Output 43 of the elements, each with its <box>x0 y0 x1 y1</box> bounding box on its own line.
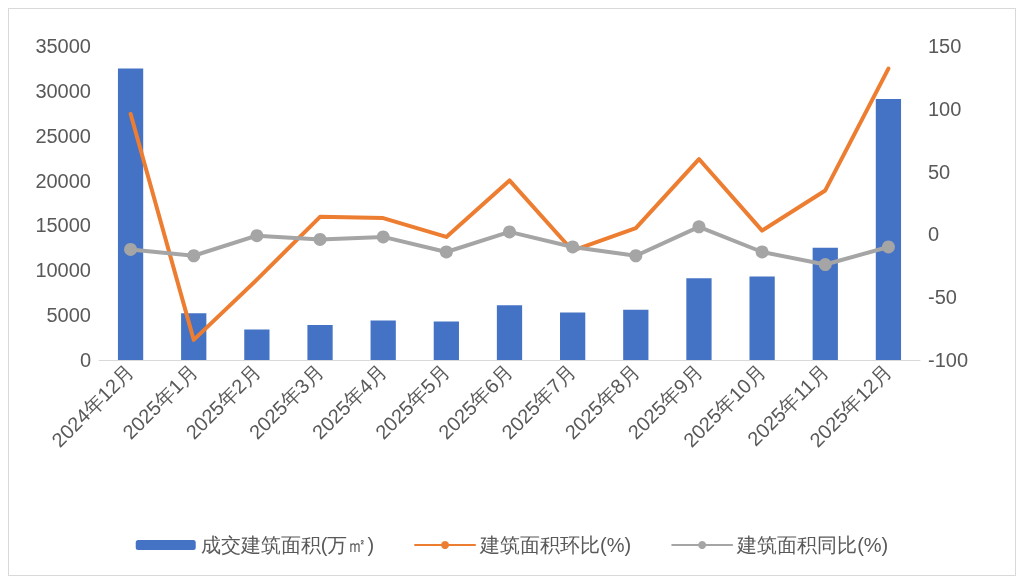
legend-label: 建筑面积环比(%) <box>479 534 632 556</box>
y-tick-label: 25000 <box>35 124 91 147</box>
point <box>313 232 327 246</box>
point <box>187 249 201 263</box>
point <box>692 220 706 234</box>
y-tick-label: 0 <box>79 349 91 371</box>
point <box>566 240 580 254</box>
point <box>818 258 832 272</box>
y-tick-label: 20000 <box>35 169 91 192</box>
bar <box>623 309 649 360</box>
y2-tick-label: 0 <box>928 223 940 246</box>
y-tick-label: 5000 <box>46 304 91 327</box>
point <box>503 225 516 239</box>
bar <box>307 325 333 360</box>
point <box>439 245 453 259</box>
legend-label: 建筑面积同比(%) <box>736 534 889 556</box>
point <box>124 242 138 256</box>
point <box>376 230 390 244</box>
bar <box>812 247 838 360</box>
bar <box>875 98 902 360</box>
y2-tick-label: -100 <box>928 349 969 371</box>
y2-tick-label: 50 <box>928 160 951 183</box>
point <box>629 249 643 263</box>
y2-tick-label: 100 <box>928 97 962 120</box>
bar <box>244 329 270 360</box>
bar <box>370 320 396 360</box>
y-tick-label: 10000 <box>35 259 91 282</box>
bar <box>433 321 459 360</box>
y-tick-label: 35000 <box>35 35 91 57</box>
line-series <box>128 66 891 342</box>
bar <box>560 312 586 360</box>
bar <box>496 305 523 360</box>
y-tick-label: 15000 <box>35 214 91 237</box>
point <box>755 245 769 259</box>
bar <box>749 276 775 360</box>
point <box>881 240 895 254</box>
y2-tick-label: 150 <box>928 35 962 57</box>
legend-label: 成交建筑面积(万㎡) <box>200 534 375 556</box>
y2-tick-label: -50 <box>928 286 957 309</box>
bar <box>117 68 144 360</box>
y-tick-label: 30000 <box>35 79 91 102</box>
point <box>250 229 264 243</box>
bar <box>686 278 712 360</box>
